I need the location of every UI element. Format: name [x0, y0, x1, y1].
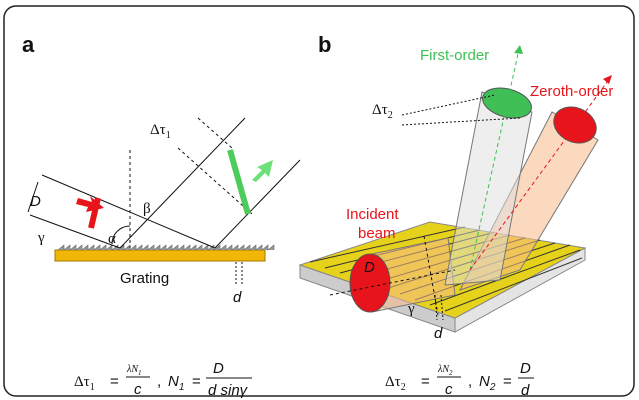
angle-gamma: γ [407, 301, 415, 317]
delay-symbol: Δτ [372, 102, 388, 118]
figure: a D α β γ Δτ1 Grating d Δτ1 = λN1 c , N1… [0, 0, 639, 400]
formula-n-sub: 1 [179, 382, 185, 393]
incident-label: beam [358, 225, 396, 242]
panel-label: a [22, 32, 35, 57]
formula-num-sub: 2 [449, 369, 453, 377]
delay-symbol: Δτ [150, 122, 166, 138]
formula-rhs-num: D [520, 360, 531, 377]
formula-n-text: N [479, 373, 490, 390]
grating-label: Grating [120, 270, 169, 287]
angle-alpha: α [108, 231, 116, 247]
first-order-label: First-order [420, 47, 489, 64]
formula-rhs-den: d [521, 382, 530, 399]
panel-label: b [318, 32, 331, 57]
formula-comma: , [468, 373, 472, 390]
formula-comma: , [157, 373, 161, 390]
formula-den: c [445, 381, 453, 398]
formula-eq: = [421, 373, 430, 390]
formula-symbol: Δτ [74, 374, 90, 390]
period-label: d [434, 325, 443, 342]
delay-sub: 2 [388, 110, 393, 121]
beam-width: D [364, 259, 375, 276]
beam-width: D [30, 193, 41, 210]
formula-den: c [134, 381, 142, 398]
formula-n-text: N [168, 373, 179, 390]
delay-sub: 1 [166, 130, 171, 141]
formula-sub: 2 [401, 382, 406, 393]
period-label: d [233, 289, 242, 306]
formula-eq: = [503, 373, 512, 390]
formula-n-sub: 2 [489, 382, 496, 393]
formula-eq: = [192, 373, 201, 390]
formula-rhs-num: D [213, 360, 224, 377]
formula-rhs-den: d sinγ [208, 382, 249, 399]
zeroth-order-label: Zeroth-order [530, 83, 613, 100]
formula-symbol: Δτ [385, 374, 401, 390]
grating-bar [55, 250, 265, 261]
formula-num-sub: 1 [138, 369, 142, 377]
formula-sub: 1 [90, 382, 95, 393]
angle-gamma: γ [37, 230, 45, 246]
formula-eq: = [110, 373, 119, 390]
angle-beta: β [143, 201, 151, 217]
incident-label: Incident [346, 206, 399, 223]
